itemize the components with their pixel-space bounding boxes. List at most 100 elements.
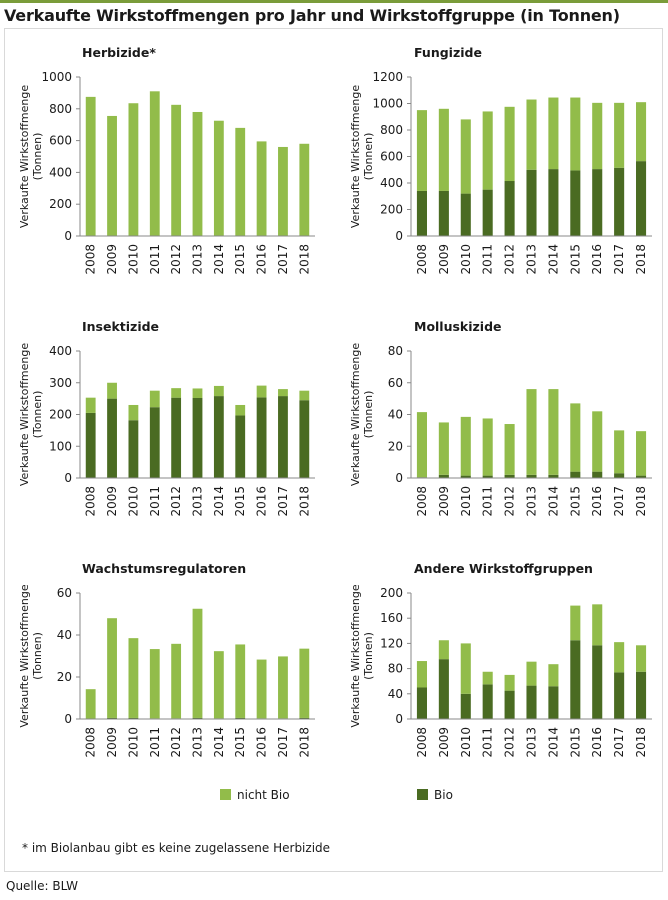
bar-nicht-bio [149,390,160,408]
y-tick-label: 0 [64,229,72,243]
x-tick-label: 2014 [212,486,226,517]
bar-nicht-bio [192,111,203,236]
y-tick-label: 400 [49,344,72,358]
y-tick-label: 0 [395,471,403,485]
bar-bio [438,659,449,719]
chart-title: Molluskizide [414,319,502,334]
bar-bio [438,474,449,478]
y-tick-label: 40 [57,628,72,642]
bar-nicht-bio [416,412,427,478]
source-note: Quelle: BLW [6,879,79,893]
bar-bio [548,474,559,478]
bar-nicht-bio [460,119,471,194]
y-axis-label: Verkaufte Wirkstoffmenge(Tonnen) [349,584,375,727]
x-tick-label: 2018 [297,727,311,758]
bar-nicht-bio [526,661,537,686]
bar-bio [482,475,493,478]
y-axis-label-line: Verkaufte Wirkstoffmenge [18,85,31,228]
x-tick-label: 2011 [481,486,495,517]
y-axis-label-unit: (Tonnen) [31,133,44,181]
bar-bio [636,671,647,719]
bar-bio [482,684,493,719]
x-tick-label: 2018 [634,486,648,517]
bar-nicht-bio [256,659,267,719]
x-tick-label: 2010 [459,727,473,758]
x-tick-label: 2016 [255,486,269,517]
y-tick-label: 400 [49,165,72,179]
legend-label-nicht-bio: nicht Bio [237,788,290,802]
y-axis-label-unit: (Tonnen) [362,391,375,439]
bar-bio [460,475,471,478]
x-tick-label: 2013 [525,244,539,275]
y-tick-label: 1200 [372,70,403,84]
bar-nicht-bio [570,403,581,472]
footnote: * im Biolanbau gibt es keine zugelassene… [22,841,331,855]
x-tick-label: 2009 [437,486,451,517]
y-axis-label: Verkaufte Wirkstoffmenge(Tonnen) [18,343,44,486]
x-tick-label: 2018 [297,244,311,275]
x-tick-label: 2017 [276,244,290,275]
bar-bio [149,407,160,478]
bar-nicht-bio [614,430,625,474]
x-tick-label: 2013 [525,486,539,517]
x-tick-label: 2013 [191,486,205,517]
bar-bio [592,169,603,236]
bar-bio [299,400,310,478]
x-tick-label: 2015 [568,486,582,517]
chart-title: Herbizide* [82,45,156,60]
y-axis-label: Verkaufte Wirkstoffmenge(Tonnen) [18,584,44,727]
bar-nicht-bio [128,103,139,236]
x-tick-label: 2009 [105,486,119,517]
x-tick-label: 2016 [590,486,604,517]
bar-bio [614,167,625,236]
y-tick-label: 40 [388,687,403,701]
bar-bio [235,415,246,478]
y-axis-label-unit: (Tonnen) [362,133,375,181]
bar-bio [570,170,581,236]
y-tick-label: 800 [49,102,72,116]
x-tick-label: 2009 [437,727,451,758]
bar-bio [614,473,625,478]
x-tick-label: 2008 [415,244,429,275]
bar-nicht-bio [636,645,647,672]
bar-bio [107,717,117,719]
bar-bio [592,471,603,478]
bar-bio [548,169,559,236]
bar-nicht-bio [438,640,449,660]
bar-bio [213,396,224,478]
x-tick-label: 2009 [105,727,119,758]
bar-nicht-bio [482,671,493,685]
bar-nicht-bio [438,108,449,191]
bar-bio [278,396,288,478]
x-tick-label: 2008 [84,486,98,517]
x-tick-label: 2012 [503,486,517,517]
x-tick-label: 2014 [546,727,560,758]
y-tick-label: 80 [388,344,403,358]
y-tick-label: 200 [380,203,403,217]
bar-bio [636,161,647,236]
y-tick-label: 800 [380,123,403,137]
x-tick-label: 2015 [233,486,247,517]
bar-nicht-bio [482,111,493,190]
page-title: Verkaufte Wirkstoffmengen pro Jahr und W… [4,6,620,25]
y-tick-label: 200 [49,197,72,211]
bar-nicht-bio [592,102,603,170]
y-tick-label: 60 [57,586,72,600]
x-tick-label: 2017 [612,727,626,758]
y-tick-label: 200 [380,586,403,600]
bar-bio [128,717,139,719]
bar-bio [460,193,471,236]
bar-nicht-bio [299,390,310,401]
bar-bio [171,397,182,478]
x-tick-label: 2017 [612,244,626,275]
bar-nicht-bio [504,424,515,475]
x-tick-label: 2012 [169,727,183,758]
bar-bio [85,412,96,478]
chart-title: Andere Wirkstoffgruppen [414,561,593,576]
x-tick-label: 2010 [126,244,140,275]
chart-title: Wachstumsregulatoren [82,561,246,576]
y-tick-label: 20 [57,670,72,684]
y-tick-label: 200 [49,408,72,422]
bar-bio [438,190,449,236]
